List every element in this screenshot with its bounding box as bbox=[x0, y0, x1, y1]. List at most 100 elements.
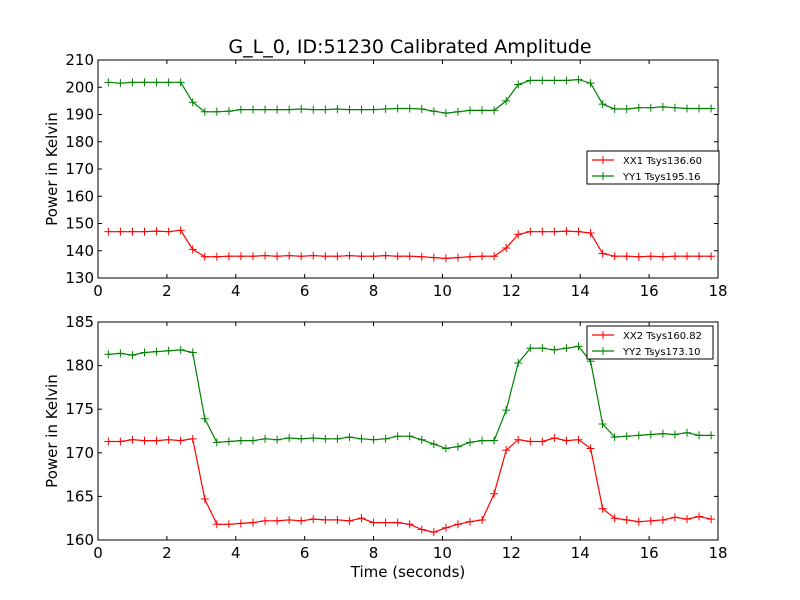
data-point bbox=[200, 414, 209, 423]
data-point bbox=[188, 348, 197, 357]
data-point bbox=[140, 436, 149, 445]
data-point bbox=[490, 252, 499, 261]
legend-marker bbox=[599, 172, 607, 180]
data-point bbox=[164, 346, 173, 355]
data-point bbox=[646, 430, 655, 439]
data-point bbox=[658, 429, 667, 438]
y-tick-label: 175 bbox=[65, 400, 94, 418]
data-point bbox=[453, 442, 462, 451]
series-1 bbox=[104, 342, 716, 453]
data-point bbox=[502, 96, 511, 105]
data-point bbox=[188, 434, 197, 443]
data-point bbox=[683, 515, 691, 524]
y-tick-label: 170 bbox=[65, 160, 94, 178]
data-point bbox=[333, 515, 342, 524]
data-point bbox=[345, 105, 354, 114]
x-tick-label: 16 bbox=[640, 544, 659, 562]
legend-label: XX1 Tsys136.60 bbox=[623, 156, 702, 167]
data-point bbox=[526, 344, 535, 353]
data-point bbox=[634, 103, 643, 112]
data-point bbox=[381, 434, 390, 443]
data-point bbox=[441, 109, 450, 118]
data-point bbox=[526, 227, 535, 236]
data-point bbox=[634, 431, 643, 440]
data-point bbox=[200, 107, 209, 116]
data-point bbox=[490, 436, 499, 445]
data-point bbox=[429, 528, 438, 537]
data-point bbox=[417, 525, 426, 534]
data-point bbox=[104, 227, 113, 236]
y-axis-label: Power in Kelvin bbox=[43, 112, 61, 226]
data-point bbox=[683, 252, 691, 261]
data-point bbox=[610, 514, 619, 523]
data-point bbox=[369, 252, 378, 261]
data-point bbox=[670, 252, 679, 261]
data-point bbox=[128, 435, 137, 444]
data-point bbox=[646, 103, 655, 112]
data-point bbox=[514, 230, 523, 239]
data-point bbox=[152, 436, 161, 445]
data-point bbox=[610, 433, 619, 442]
data-point bbox=[200, 495, 209, 504]
data-point bbox=[249, 518, 257, 527]
data-point bbox=[309, 105, 318, 114]
data-point bbox=[610, 252, 619, 261]
data-point bbox=[164, 78, 173, 87]
data-point bbox=[598, 100, 607, 109]
data-point bbox=[116, 349, 125, 358]
data-point bbox=[490, 489, 499, 498]
data-point bbox=[104, 78, 113, 87]
data-point bbox=[393, 432, 402, 441]
data-point bbox=[273, 252, 282, 261]
data-point bbox=[297, 252, 306, 261]
legend-label: YY1 Tsys195.16 bbox=[622, 172, 701, 183]
data-point bbox=[393, 518, 402, 527]
x-tick-label: 6 bbox=[300, 282, 310, 300]
y-tick-label: 160 bbox=[65, 531, 94, 549]
x-tick-label: 18 bbox=[708, 544, 727, 562]
data-point bbox=[562, 227, 571, 236]
data-point bbox=[429, 253, 438, 262]
data-point bbox=[562, 76, 571, 85]
data-point bbox=[695, 431, 704, 440]
data-point bbox=[128, 78, 137, 87]
data-point bbox=[381, 105, 390, 114]
data-point bbox=[309, 433, 318, 442]
data-point bbox=[526, 76, 535, 85]
x-tick-label: 14 bbox=[571, 544, 590, 562]
data-point bbox=[273, 516, 282, 525]
x-tick-label: 10 bbox=[433, 282, 452, 300]
data-point bbox=[453, 253, 462, 262]
series-1 bbox=[104, 75, 716, 118]
data-point bbox=[224, 252, 233, 261]
data-point bbox=[357, 514, 366, 523]
data-point bbox=[273, 435, 282, 444]
data-point bbox=[586, 79, 595, 88]
data-point bbox=[176, 78, 185, 87]
data-point bbox=[478, 436, 487, 445]
y-tick-label: 180 bbox=[65, 357, 94, 375]
data-point bbox=[393, 252, 402, 261]
series-0 bbox=[104, 433, 716, 537]
x-tick-label: 10 bbox=[433, 544, 452, 562]
y-tick-label: 150 bbox=[65, 215, 94, 233]
data-point bbox=[249, 252, 257, 261]
data-point bbox=[152, 347, 161, 356]
data-point bbox=[622, 515, 631, 524]
data-point bbox=[441, 444, 450, 453]
legend-box bbox=[586, 150, 720, 185]
data-point bbox=[417, 105, 426, 114]
data-point bbox=[140, 348, 149, 357]
data-point bbox=[429, 107, 438, 116]
data-point bbox=[297, 516, 306, 525]
data-point bbox=[598, 249, 607, 258]
data-point bbox=[417, 252, 426, 261]
data-point bbox=[707, 515, 716, 524]
data-point bbox=[249, 436, 257, 445]
data-point bbox=[273, 105, 282, 114]
data-point bbox=[538, 437, 547, 446]
data-point bbox=[502, 446, 511, 455]
data-point bbox=[176, 436, 185, 445]
data-point bbox=[261, 105, 270, 114]
data-point bbox=[200, 252, 209, 261]
